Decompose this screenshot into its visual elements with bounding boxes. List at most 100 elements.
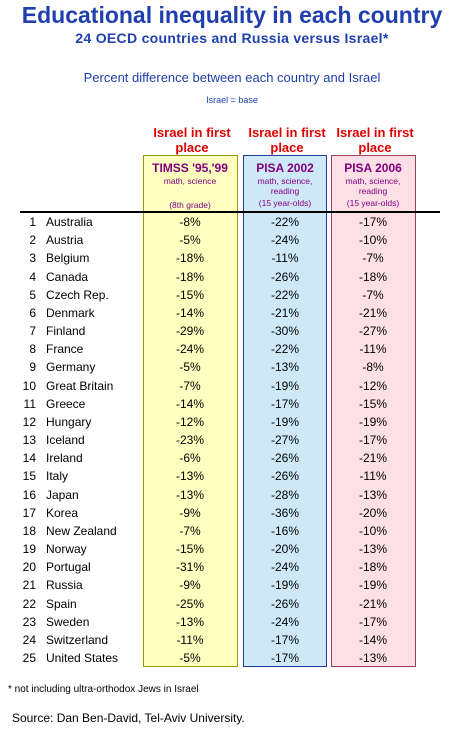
country: Belgium [46,251,90,266]
rank: 6 [29,305,36,320]
rank: 22 [22,596,36,611]
value: -19% [358,414,388,429]
value: -5% [179,233,201,248]
rank: 12 [22,414,36,429]
value: -16% [270,523,300,538]
rank: 20 [22,560,36,575]
value: -5% [179,651,201,666]
country: Czech Rep. [46,287,109,302]
rank: 23 [22,614,36,629]
value: -28% [270,487,300,502]
value: -7% [362,287,384,302]
value: -11% [359,342,387,357]
title: Educational inequality in each country [21,2,443,28]
country: Austria [46,233,84,248]
value: -13% [358,651,388,666]
value: -27% [270,433,300,448]
country: Finland [46,324,86,339]
rank: 19 [22,542,36,557]
value: -17% [270,632,300,647]
value: -14% [358,632,388,647]
value: -24% [175,342,205,357]
rank: 25 [22,651,36,666]
value: -8% [179,215,201,229]
value: -31% [175,560,205,575]
country: Spain [46,596,77,611]
value: -21% [358,451,388,466]
rank: 3 [29,251,36,266]
value: -18% [358,560,388,575]
value: -21% [358,305,388,320]
country: Greece [46,396,86,411]
column-box [243,155,327,667]
value: -13% [175,469,205,484]
value: -14% [175,305,205,320]
rank: 11 [23,396,36,411]
value: -9% [179,505,201,520]
rank: 14 [22,451,36,466]
value: -17% [358,215,388,229]
country: Iceland [46,433,85,448]
country: Switzerland [46,632,109,647]
column-box [331,155,416,667]
value: -19% [358,578,388,593]
value: -11% [271,251,299,266]
value: -9% [179,578,201,593]
value: -24% [270,614,300,629]
country: Japan [46,487,79,502]
subjects: math, science, reading [257,176,313,196]
rank: 1 [29,215,36,229]
value: -5% [179,360,201,375]
value: -12% [175,414,205,429]
value: -7% [179,378,201,393]
rank-label: Israel in first place [336,125,414,155]
value: -13% [358,487,388,502]
value: -18% [175,251,205,266]
rank: 13 [22,433,36,448]
rank: 4 [29,269,36,284]
rank: 2 [29,233,36,248]
value: -26% [270,469,300,484]
value: -36% [270,505,300,520]
rank: 18 [22,523,36,538]
value: -18% [175,269,205,284]
country: Portugal [46,560,91,575]
rank: 21 [22,578,36,593]
value: -26% [270,596,300,611]
rank: 24 [22,632,36,647]
value: -18% [358,269,388,284]
country: Italy [46,469,69,484]
group: (15 year-olds) [346,198,400,208]
description: Percent difference between each country … [83,70,381,85]
column-box [143,155,238,667]
value: -10% [358,523,388,538]
value: -13% [358,542,388,557]
value: -30% [270,324,300,339]
rank: 7 [29,324,36,339]
value: -17% [358,614,388,629]
value: -29% [175,324,205,339]
test-name: PISA 2006 [344,161,402,175]
test-name: TIMSS '95,'99 [152,161,228,175]
rank: 10 [22,378,36,393]
value: -22% [270,215,300,229]
value: -22% [270,342,300,357]
rank: 5 [29,287,36,302]
value: -19% [270,578,300,593]
rank: 17 [22,505,36,520]
value: -15% [175,542,205,557]
value: -15% [358,396,388,411]
rank: 8 [29,342,36,357]
subjects: math, science [163,176,217,186]
value: -24% [270,233,300,248]
value: -13% [175,487,205,502]
value: -22% [270,287,300,302]
group: (8th grade) [169,200,211,210]
rank-label: Israel in first place [248,125,326,155]
group: (15 year-olds) [258,198,312,208]
rank: 15 [22,469,36,484]
value: -8% [362,360,384,375]
value: -25% [175,596,205,611]
base-note: Israel = base [206,95,258,105]
